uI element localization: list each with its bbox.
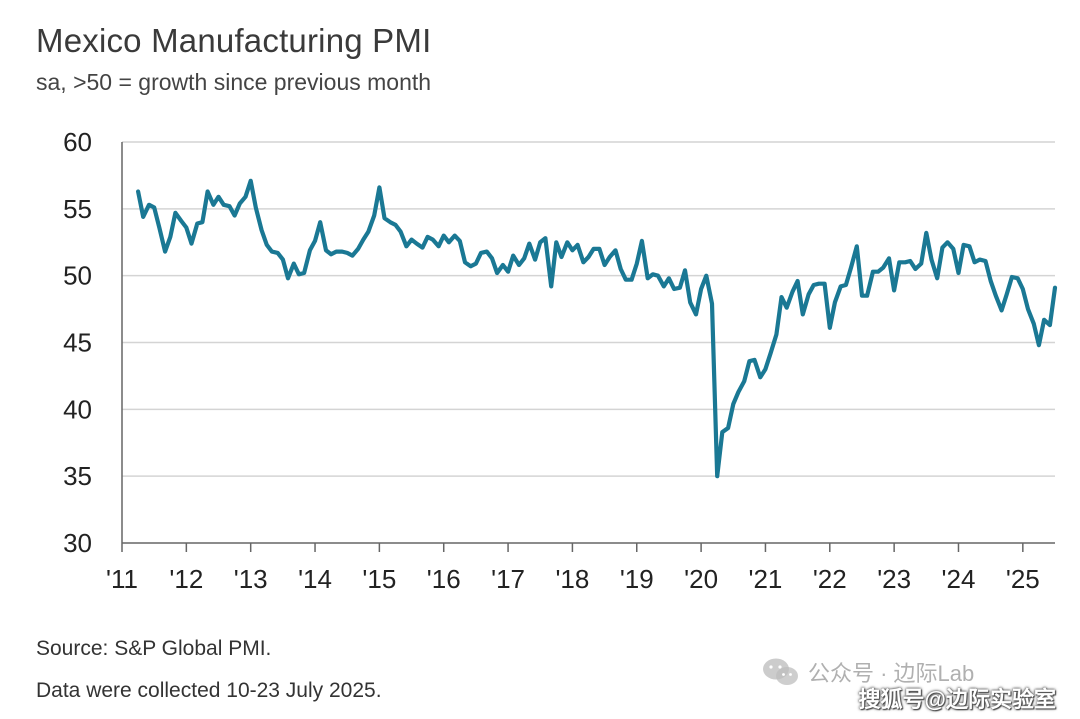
y-tick-label: 60 [63,127,92,157]
x-tick-labels: '11 '12 '13 '14 '15 '16 '17 '18 '19 '20 '21 '22 '23 '… [106,564,1040,594]
series-line [136,178,1058,479]
source-note: Source: S&P Global PMI. [36,637,272,660]
x-tick-label: '16 [427,564,461,594]
watermark: 公众号 · 边际Lab [762,655,974,689]
chart-title: Mexico Manufacturing PMI [36,22,432,59]
x-tick-label: '23 [877,564,911,594]
x-tick-label: '24 [942,564,976,594]
y-tick-label: 40 [63,394,92,424]
watermark-text: 公众号 · 边际Lab [808,661,975,686]
series-group [136,178,1058,479]
x-tick-label: '25 [1006,564,1040,594]
x-tick-label: '15 [362,564,396,594]
x-tick-label: '12 [169,564,203,594]
y-tick-label: 50 [63,261,92,291]
x-tick-label: '13 [234,564,268,594]
x-tick-label: '20 [684,564,718,594]
x-tick-label: '17 [491,564,525,594]
y-tick-labels: 60 55 50 45 40 35 30 [63,127,92,558]
x-tick-label: '21 [749,564,783,594]
x-tick-label: '14 [298,564,332,594]
wechat-icon [763,658,798,685]
x-tick-label: '22 [813,564,847,594]
y-tick-label: 45 [63,328,92,358]
chart-subtitle: sa, >50 = growth since previous month [36,69,432,95]
y-tick-label: 35 [63,461,92,491]
collection-note: Data were collected 10-23 July 2025. [36,679,382,702]
axes [121,142,1055,552]
x-tick-label: '18 [555,564,589,594]
y-tick-label: 55 [63,194,92,224]
x-tick-label: '11 [106,564,138,594]
corner-watermark: 搜狐号@边际实验室 [858,687,1056,712]
y-tick-label: 30 [63,528,92,558]
gridlines [122,141,1055,477]
x-tick-label: '19 [620,564,654,594]
